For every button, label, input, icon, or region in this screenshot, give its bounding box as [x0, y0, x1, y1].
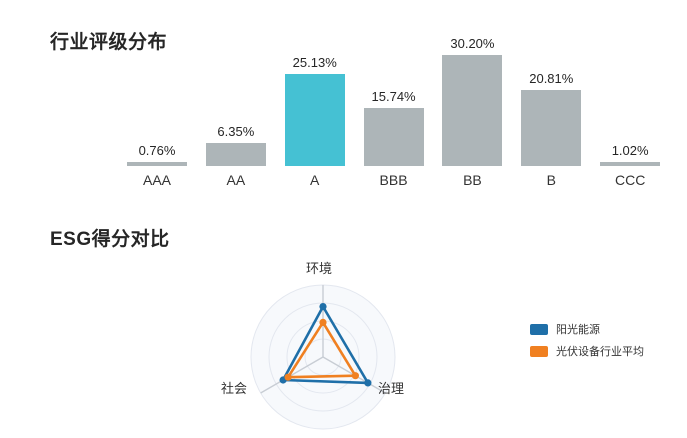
radar-spoke: [260, 356, 324, 394]
legend-item-label: 光伏设备行业平均: [556, 346, 644, 358]
radar-axis-label-governance: 治理: [378, 381, 405, 396]
legend-swatch-icon: [530, 323, 548, 335]
legend-item[interactable]: 阳光能源: [530, 320, 644, 338]
bar-column[interactable]: 1.02% CCC: [591, 45, 669, 190]
radar-data-point[interactable]: [284, 373, 292, 381]
bar-rect[interactable]: [442, 55, 503, 166]
bar-category-label: AAA: [142, 172, 171, 188]
bar-value-label: 30.20%: [450, 36, 495, 51]
bar-column[interactable]: 6.35% AA: [197, 45, 275, 190]
radar-legend: 阳光能源光伏设备行业平均: [530, 320, 644, 364]
bar-value-label: 1.02%: [611, 143, 649, 158]
bar-track: 15.74%: [355, 45, 433, 166]
bar-category-label: BBB: [379, 172, 408, 188]
bar-rect[interactable]: [363, 108, 424, 166]
bar-rect[interactable]: [127, 162, 187, 166]
bar-category-label: BB: [463, 172, 482, 188]
radar-data-point[interactable]: [319, 303, 327, 311]
page-title-esg: ESG得分对比: [50, 229, 170, 250]
radar-data-point[interactable]: [351, 372, 359, 380]
bar-column[interactable]: 25.13% A: [276, 45, 354, 190]
bar-track: 6.35%: [197, 45, 275, 166]
legend-swatch-icon: [530, 345, 548, 357]
radar-series-polygon[interactable]: [286, 321, 357, 379]
bar-value-label: 20.81%: [529, 71, 574, 86]
bar-track: 25.13%: [276, 45, 354, 166]
esg-radar-chart: 环境 社会 治理: [215, 252, 435, 432]
bar-track: 0.76%: [118, 45, 196, 166]
bar-rect-highlighted[interactable]: [284, 74, 345, 166]
radar-axis-label-social: 社会: [221, 381, 248, 396]
bar-column[interactable]: 30.20% BB: [433, 36, 511, 190]
bar-category-label: B: [546, 172, 556, 188]
radar-data-point[interactable]: [364, 379, 372, 387]
bar-category-label: CCC: [614, 172, 646, 188]
bar-track: 30.20%: [433, 36, 511, 166]
bar-track: 1.02%: [591, 45, 669, 166]
bar-value-label: 6.35%: [217, 124, 255, 139]
radar-data-point[interactable]: [319, 318, 327, 326]
radar-axis-label-environment: 环境: [306, 261, 333, 276]
bar-category-label: A: [310, 172, 320, 188]
bar-column[interactable]: 0.76% AAA: [118, 45, 196, 190]
radar-series-group: [279, 303, 372, 387]
bar-category-label: AA: [226, 172, 246, 188]
legend-item-label: 阳光能源: [556, 324, 600, 336]
bar-rect[interactable]: [205, 143, 266, 166]
page-title-ratings: 行业评级分布: [50, 32, 168, 53]
rating-distribution-bar-chart: 0.76% AAA 6.35% AA 25.13% A 15.74% BBB 30.20% BB 2…: [118, 36, 670, 190]
bar-value-label: 25.13%: [292, 55, 337, 70]
bar-track: 20.81%: [512, 45, 590, 166]
legend-item[interactable]: 光伏设备行业平均: [530, 342, 644, 360]
bar-value-label: 15.74%: [371, 89, 416, 104]
bar-rect[interactable]: [521, 90, 582, 166]
radar-svg: [250, 284, 396, 430]
bar-value-label: 0.76%: [138, 143, 176, 158]
bar-column[interactable]: 20.81% B: [512, 45, 590, 190]
bar-column[interactable]: 15.74% BBB: [355, 45, 433, 190]
radar-series-polygon[interactable]: [281, 305, 370, 385]
bar-rect[interactable]: [600, 162, 661, 166]
